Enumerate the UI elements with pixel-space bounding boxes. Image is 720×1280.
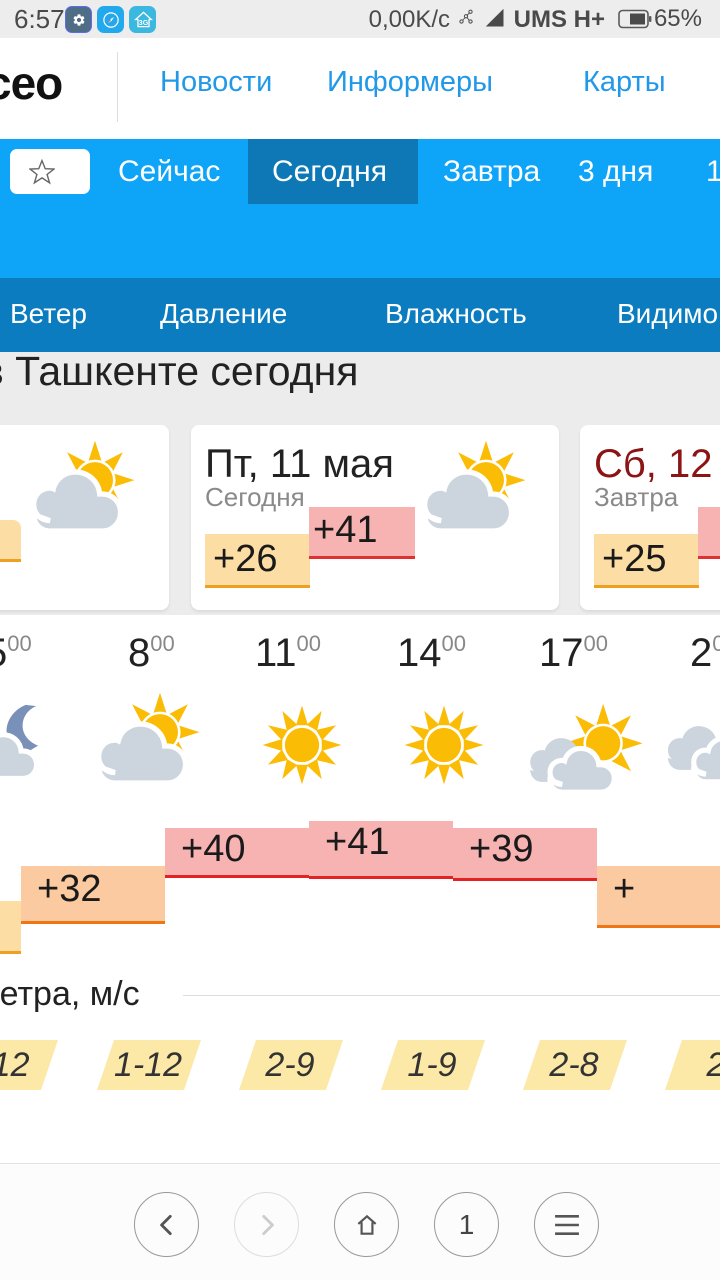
svg-text:3G: 3G (139, 19, 149, 27)
